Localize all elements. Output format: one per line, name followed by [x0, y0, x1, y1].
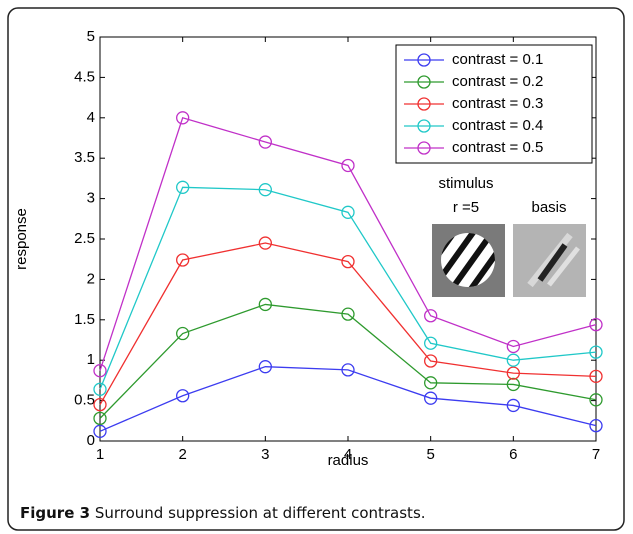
point-marker	[589, 418, 603, 433]
x-axis-label: radius	[328, 452, 369, 469]
x-tick-label: 6	[509, 446, 517, 463]
point-marker	[589, 393, 603, 407]
x-tick-label: 2	[178, 446, 186, 463]
point-marker	[424, 309, 438, 323]
point-marker	[93, 382, 107, 396]
y-tick-label: 1	[87, 351, 95, 368]
x-tick-label: 1	[96, 446, 104, 463]
point-marker	[506, 398, 520, 413]
point-marker	[176, 389, 190, 403]
legend-marker	[417, 53, 431, 67]
point-marker	[176, 180, 190, 194]
point-marker	[341, 307, 355, 321]
y-tick-label: 4.5	[74, 68, 95, 85]
y-tick-label: 2	[87, 270, 95, 287]
point-marker	[589, 317, 603, 332]
legend-label: contrast = 0.3	[452, 95, 543, 112]
point-marker	[93, 364, 107, 378]
point-marker	[589, 345, 603, 359]
y-tick-label: 0.5	[74, 392, 95, 409]
series-line	[99, 116, 597, 371]
legend-marker	[417, 141, 431, 155]
x-tick-label: 5	[426, 446, 434, 463]
series-line	[99, 242, 597, 405]
inset-label: basis	[531, 199, 566, 216]
point-marker	[176, 326, 190, 341]
legend-label: contrast = 0.1	[452, 51, 543, 68]
point-marker	[258, 360, 272, 374]
legend-label: contrast = 0.5	[452, 139, 543, 156]
point-marker	[341, 254, 355, 269]
point-marker	[341, 363, 355, 377]
point-marker	[341, 158, 355, 173]
series-line	[99, 366, 597, 432]
y-tick-label: 3	[87, 190, 95, 207]
point-marker	[589, 369, 603, 384]
y-tick-label: 4	[87, 109, 95, 126]
series-line	[99, 303, 597, 419]
caption-label: Figure 3	[20, 504, 91, 522]
legend: contrast = 0.1 contrast = 0.2 contrast = 0…	[395, 44, 593, 164]
point-marker	[506, 377, 520, 392]
basis-pattern	[527, 232, 580, 288]
point-marker	[506, 366, 520, 380]
y-axis-label: response	[13, 208, 30, 270]
y-tick-label: 3.5	[74, 149, 95, 166]
caption-text: Surround suppression at different contra…	[94, 504, 426, 522]
inset-label: stimulus	[438, 175, 493, 192]
inset: stimulus r =5 basis	[432, 175, 586, 297]
inset-label: r =5	[453, 199, 479, 216]
point-marker	[506, 353, 520, 367]
point-marker	[93, 397, 107, 412]
y-tick-label: 5	[87, 28, 95, 45]
point-marker	[258, 236, 272, 250]
point-marker	[258, 297, 272, 312]
x-tick-label: 7	[592, 446, 600, 463]
point-marker	[341, 205, 355, 219]
legend-label: contrast = 0.4	[452, 117, 543, 134]
point-marker	[93, 411, 107, 426]
y-tick-label: 0	[87, 432, 95, 449]
point-marker	[506, 339, 520, 354]
y-tick-label: 1.5	[74, 311, 95, 328]
legend-marker	[417, 75, 431, 89]
point-marker	[93, 424, 107, 438]
point-marker	[424, 376, 438, 390]
point-marker	[176, 111, 190, 125]
x-tick-label: 4	[344, 446, 352, 463]
y-tick-label: 2.5	[74, 230, 95, 247]
point-marker	[424, 336, 438, 350]
point-marker	[424, 391, 438, 405]
point-marker	[258, 135, 272, 149]
legend-marker	[417, 119, 431, 133]
x-tick-label: 3	[261, 446, 269, 463]
figure-frame	[7, 7, 625, 531]
legend-marker	[417, 97, 431, 111]
caption: Figure 3 Surround suppression at differe…	[20, 504, 426, 522]
series-line	[99, 186, 597, 390]
point-marker	[424, 354, 438, 368]
legend-label: contrast = 0.2	[452, 73, 543, 90]
point-marker	[176, 253, 190, 267]
point-marker	[258, 183, 272, 197]
